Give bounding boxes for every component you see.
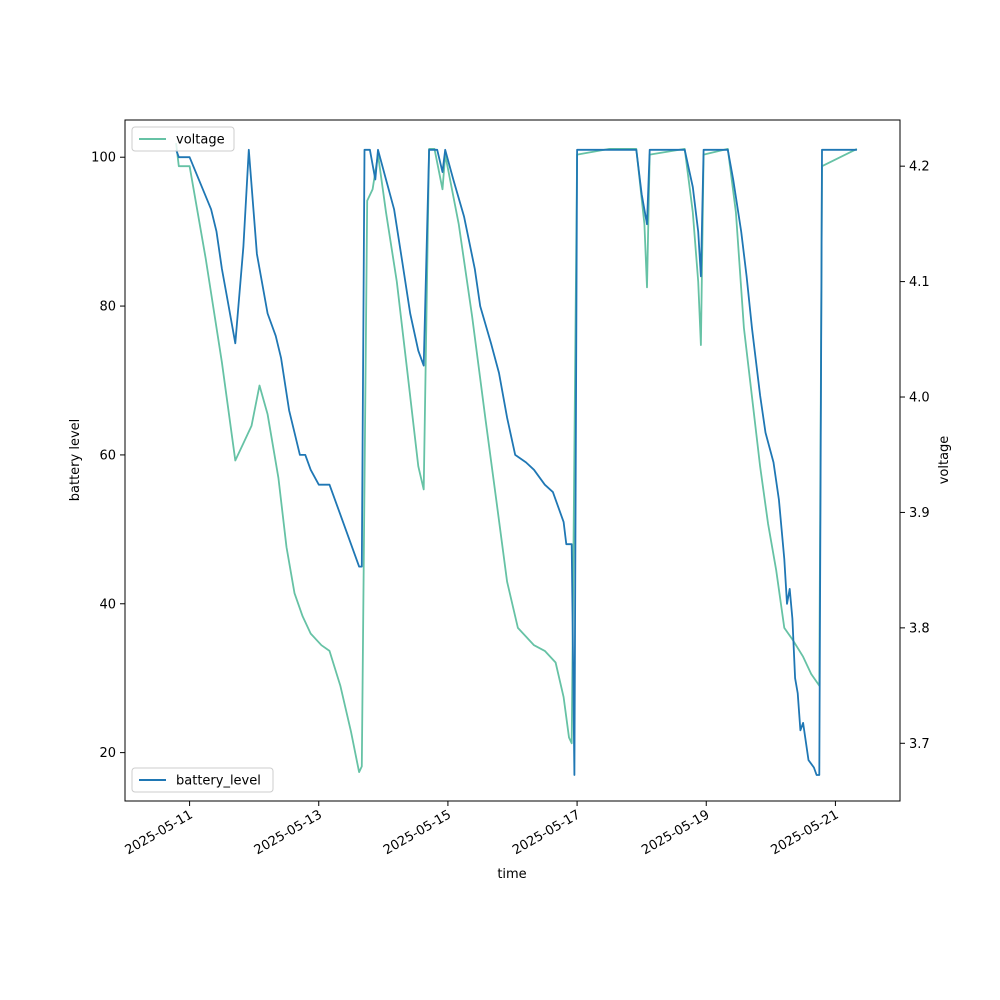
legend-voltage-label: voltage	[176, 133, 225, 148]
x-axis: 2025-05-11 2025-05-13 2025-05-15 2025-05-17…	[123, 801, 841, 858]
series-line-voltage	[175, 142, 858, 773]
x-tick-label: 2025-05-19	[639, 807, 712, 858]
y-right-tick-label: 3.8	[909, 621, 930, 636]
y-axis-left-label: battery level	[68, 419, 83, 502]
y-axis-right-label: voltage	[937, 436, 952, 485]
x-tick-label: 2025-05-15	[381, 807, 454, 858]
series-line-battery-level	[175, 148, 857, 776]
x-tick-label: 2025-05-13	[252, 807, 325, 858]
plot-frame	[124, 119, 901, 802]
y-axis-left: 20 40 60 80 100	[91, 151, 125, 761]
legend-battery-level: battery_level	[131, 767, 274, 793]
y-axis-right: 3.7 3.8 3.9 4.0 4.1 4.2	[900, 160, 930, 752]
x-tick-label: 2025-05-17	[510, 807, 583, 858]
plot-lines	[175, 142, 858, 776]
x-axis-label: time	[497, 867, 526, 882]
x-tick-label: 2025-05-11	[123, 807, 196, 858]
y-left-tick-label: 40	[99, 597, 116, 612]
legend-battery-level-box	[131, 767, 274, 793]
y-left-tick-label: 80	[99, 300, 116, 315]
y-left-tick-label: 20	[99, 746, 116, 761]
legend-voltage: voltage	[131, 126, 235, 152]
y-right-tick-label: 4.1	[909, 275, 930, 290]
y-right-tick-label: 3.7	[909, 737, 930, 752]
x-tick-label: 2025-05-21	[768, 807, 841, 858]
y-left-tick-label: 100	[91, 151, 116, 166]
y-right-tick-label: 3.9	[909, 506, 930, 521]
y-right-tick-label: 4.2	[909, 160, 930, 175]
y-right-tick-label: 4.0	[909, 391, 930, 406]
legend-voltage-box	[131, 126, 235, 152]
legend-battery-level-label: battery_level	[176, 774, 261, 789]
y-left-tick-label: 60	[99, 448, 116, 463]
